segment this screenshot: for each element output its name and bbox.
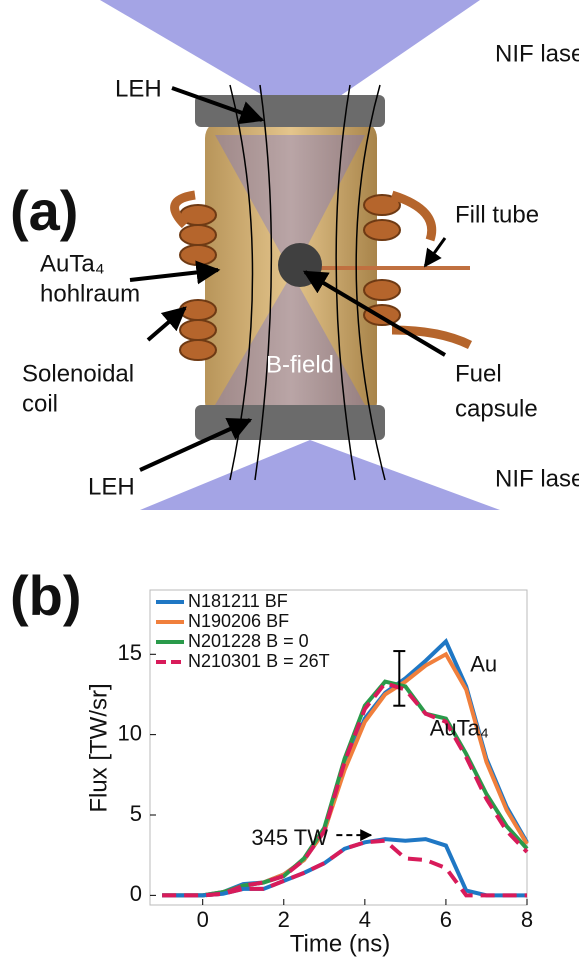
label: NIF lasers	[495, 40, 579, 67]
y-axis-label: Flux [TW/sr]	[85, 683, 112, 812]
label: B-field	[266, 351, 334, 378]
label: NIF lasers	[495, 465, 579, 492]
legend-label: N181211 BF	[188, 591, 288, 611]
x-axis-label: Time (ns)	[290, 930, 390, 957]
arrow	[425, 238, 445, 266]
legend-label: N201228 B = 0	[188, 631, 309, 651]
x-tick-label: 4	[359, 907, 371, 932]
x-tick-label: 8	[521, 907, 533, 932]
y-tick-label: 5	[130, 801, 142, 826]
label: LEH	[88, 473, 135, 500]
label: AuTa₄	[40, 250, 105, 277]
y-tick-label: 10	[118, 720, 142, 745]
y-tick-label: 15	[118, 640, 142, 665]
panel-label: (a)	[10, 179, 78, 242]
arrow	[130, 270, 218, 280]
leh-cap	[195, 95, 385, 127]
x-tick-label: 0	[197, 907, 209, 932]
label: LEH	[115, 75, 162, 102]
x-tick-label: 2	[278, 907, 290, 932]
legend-label: N210301 B = 26T	[188, 651, 330, 671]
diagram: NIF lasers NIF lasers LEH LEH (a) Fill t…	[10, 0, 579, 510]
label: Fuel	[455, 360, 502, 387]
label: Solenoidal	[22, 360, 134, 387]
figure: NIF lasers NIF lasers LEH LEH (a) Fill t…	[0, 0, 579, 971]
legend-label: N190206 BF	[188, 611, 289, 631]
laser-cone	[140, 440, 500, 510]
annotation: AuTa₄	[430, 716, 489, 741]
x-tick-label: 6	[440, 907, 452, 932]
label: capsule	[455, 395, 538, 422]
arrow	[148, 308, 185, 340]
label: Fill tube	[455, 201, 539, 228]
panel-label: (b)	[10, 564, 82, 627]
leh-cap	[195, 405, 385, 440]
chart: (b) Time (ns) Flux [TW/sr] 0 2 4 6 8 0 5 10 15 Au…	[10, 564, 533, 958]
label: hohlraum	[40, 280, 140, 307]
y-tick-label: 0	[130, 881, 142, 906]
label: coil	[22, 390, 58, 417]
annotation: 345 TW	[251, 825, 328, 850]
series-line	[162, 839, 527, 895]
annotation: Au	[470, 651, 497, 676]
series-line	[162, 654, 527, 895]
